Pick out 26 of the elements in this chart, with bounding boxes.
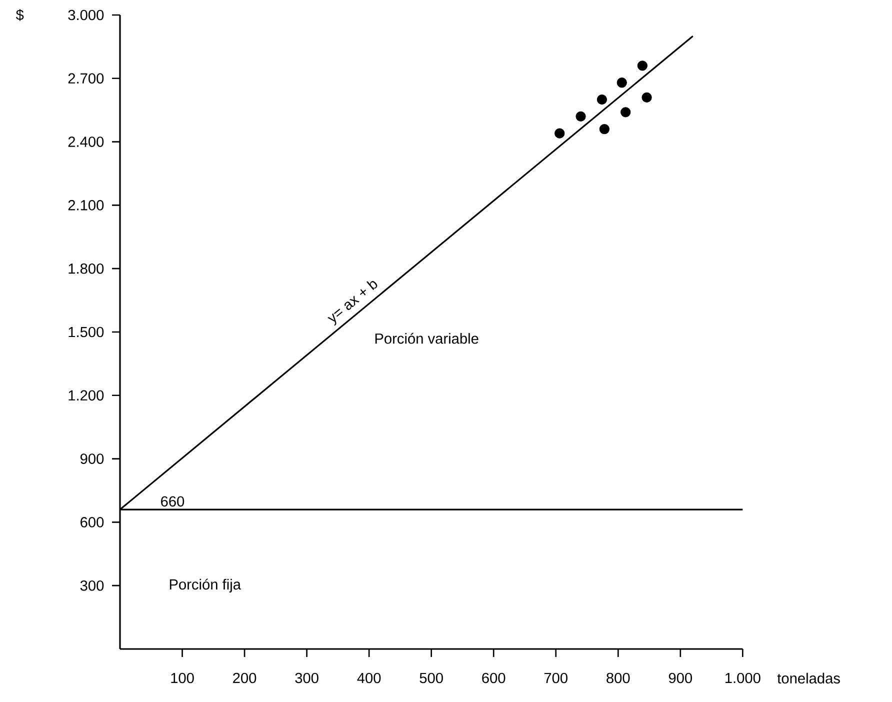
- y-tick-label: 1.500: [68, 326, 104, 338]
- x-tick-label: 200: [233, 672, 256, 684]
- y-tick-label: 2.700: [68, 73, 104, 84]
- y-tick-label: 600: [80, 517, 104, 528]
- x-tick-label: 600: [482, 672, 506, 684]
- y-tick-label: 900: [80, 454, 104, 464]
- y-tick-label: 2.400: [68, 136, 104, 147]
- x-tick-label: 1.000: [725, 672, 760, 684]
- y-tick-label: 3.000: [68, 10, 104, 20]
- y-axis-title: $: [16, 9, 24, 21]
- x-tick-label: 400: [357, 672, 381, 684]
- ref-line-label: 660: [161, 496, 184, 507]
- x-tick-label: 300: [295, 672, 318, 684]
- annotation: Porción variable: [375, 332, 478, 344]
- annotation: Porción fija: [170, 578, 241, 592]
- x-tick-label: 500: [420, 672, 443, 684]
- x-tick-label: 100: [171, 672, 194, 684]
- x-tick-label: 900: [668, 672, 692, 684]
- x-tick-label: 800: [606, 672, 630, 684]
- y-tick-label: 1.800: [68, 263, 104, 274]
- x-tick-label: 700: [544, 672, 568, 684]
- text: y= ax + b: [328, 280, 378, 326]
- y-tick-label: 2.100: [68, 200, 104, 210]
- y-tick-label: 1.200: [68, 390, 104, 401]
- x-axis-title: toneladas: [777, 672, 840, 684]
- y-tick-label: 300: [80, 580, 104, 591]
